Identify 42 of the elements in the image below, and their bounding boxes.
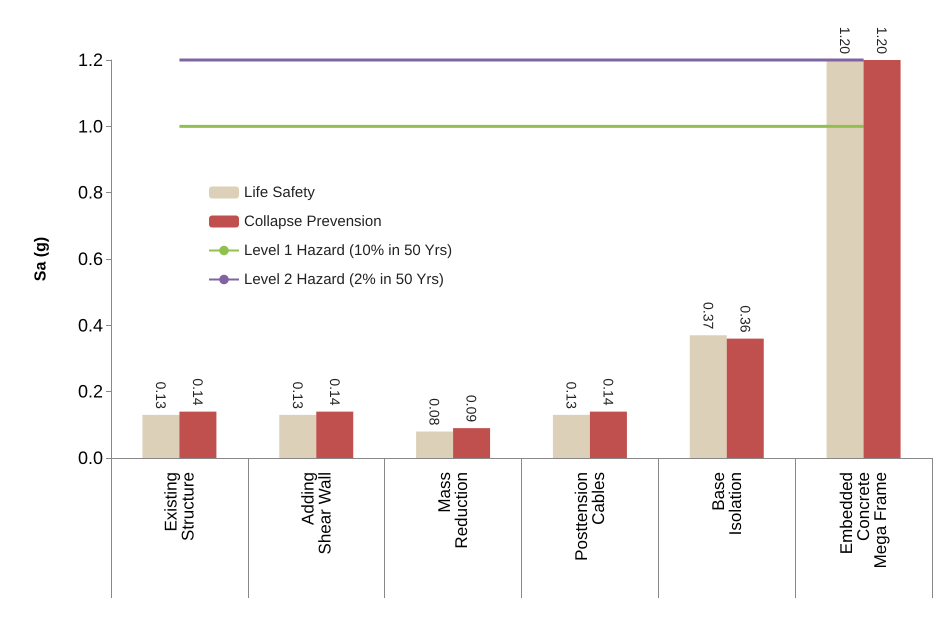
bar <box>590 412 627 458</box>
y-tick-label: 1.2 <box>78 50 103 70</box>
bar <box>864 60 901 458</box>
y-tick-label: 0.6 <box>78 249 103 269</box>
y-tick-label: 0.8 <box>78 182 103 203</box>
data-label: 0.37 <box>700 302 716 330</box>
y-tick-label: 1.0 <box>78 116 103 136</box>
legend-label: Level 2 Hazard (2% in 50 Yrs) <box>244 271 444 288</box>
data-label: 0.08 <box>426 398 443 426</box>
y-tick-label: 0.4 <box>78 315 103 336</box>
bar <box>279 414 316 458</box>
x-tick-label: Mass Reduction <box>435 472 472 549</box>
x-tick-label: Base Isolation <box>708 472 745 536</box>
data-label: 0.14 <box>600 378 616 406</box>
data-label: 0.13 <box>563 382 580 410</box>
x-tick-label: Embedded Concrete Mega Frame <box>837 472 890 568</box>
bar <box>179 412 216 458</box>
bar <box>826 60 864 458</box>
data-label: 1.20 <box>837 26 854 54</box>
bar <box>142 414 180 458</box>
bar <box>316 412 354 458</box>
x-tick-label: Adding Shear Wall <box>298 472 334 555</box>
bar <box>690 335 727 458</box>
data-label: 1.20 <box>874 26 890 54</box>
data-label: 0.09 <box>464 394 480 422</box>
data-label: 0.36 <box>737 305 754 333</box>
legend-label: Level 1 Hazard (10% in 50 Yrs) <box>244 242 452 259</box>
x-tick-label: Existing Structure <box>161 472 198 541</box>
y-tick-label: 0.2 <box>78 382 103 402</box>
data-label: 0.13 <box>152 382 169 410</box>
legend-label: Collapse Prevension <box>244 213 382 230</box>
y-tick-label: 0.0 <box>78 448 103 468</box>
data-label: 0.13 <box>290 382 306 410</box>
data-label: 0.14 <box>326 378 343 406</box>
bar <box>726 338 764 458</box>
y-axis-title: Sa (g) <box>32 236 50 282</box>
bar <box>453 428 490 458</box>
legend-label: Life Safety <box>244 184 316 201</box>
data-label: 0.14 <box>190 378 206 406</box>
x-tick-label: Posttension Cables <box>572 472 608 561</box>
bar <box>416 431 454 458</box>
bar <box>552 414 590 458</box>
